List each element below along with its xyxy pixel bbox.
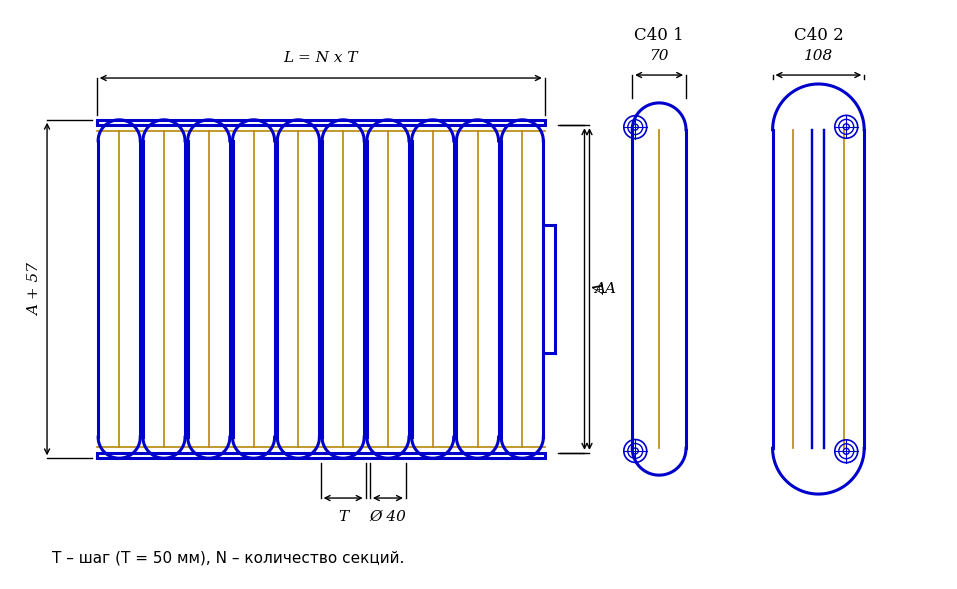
Text: С40 1: С40 1: [634, 27, 684, 44]
Text: L = N x T: L = N x T: [283, 51, 358, 65]
Text: T – шаг (T = 50 мм), N – количество секций.: T – шаг (T = 50 мм), N – количество секц…: [52, 550, 405, 565]
Text: A: A: [594, 283, 609, 294]
Text: 70: 70: [650, 49, 669, 63]
Bar: [97, 453, 545, 458]
Text: A: A: [594, 282, 606, 296]
Text: A: A: [605, 282, 615, 296]
Text: Ø 40: Ø 40: [369, 510, 407, 524]
Text: T: T: [338, 510, 348, 524]
Text: 108: 108: [804, 49, 833, 63]
Text: A + 57: A + 57: [28, 263, 42, 316]
Text: С40 2: С40 2: [793, 27, 843, 44]
Bar: [97, 120, 545, 125]
